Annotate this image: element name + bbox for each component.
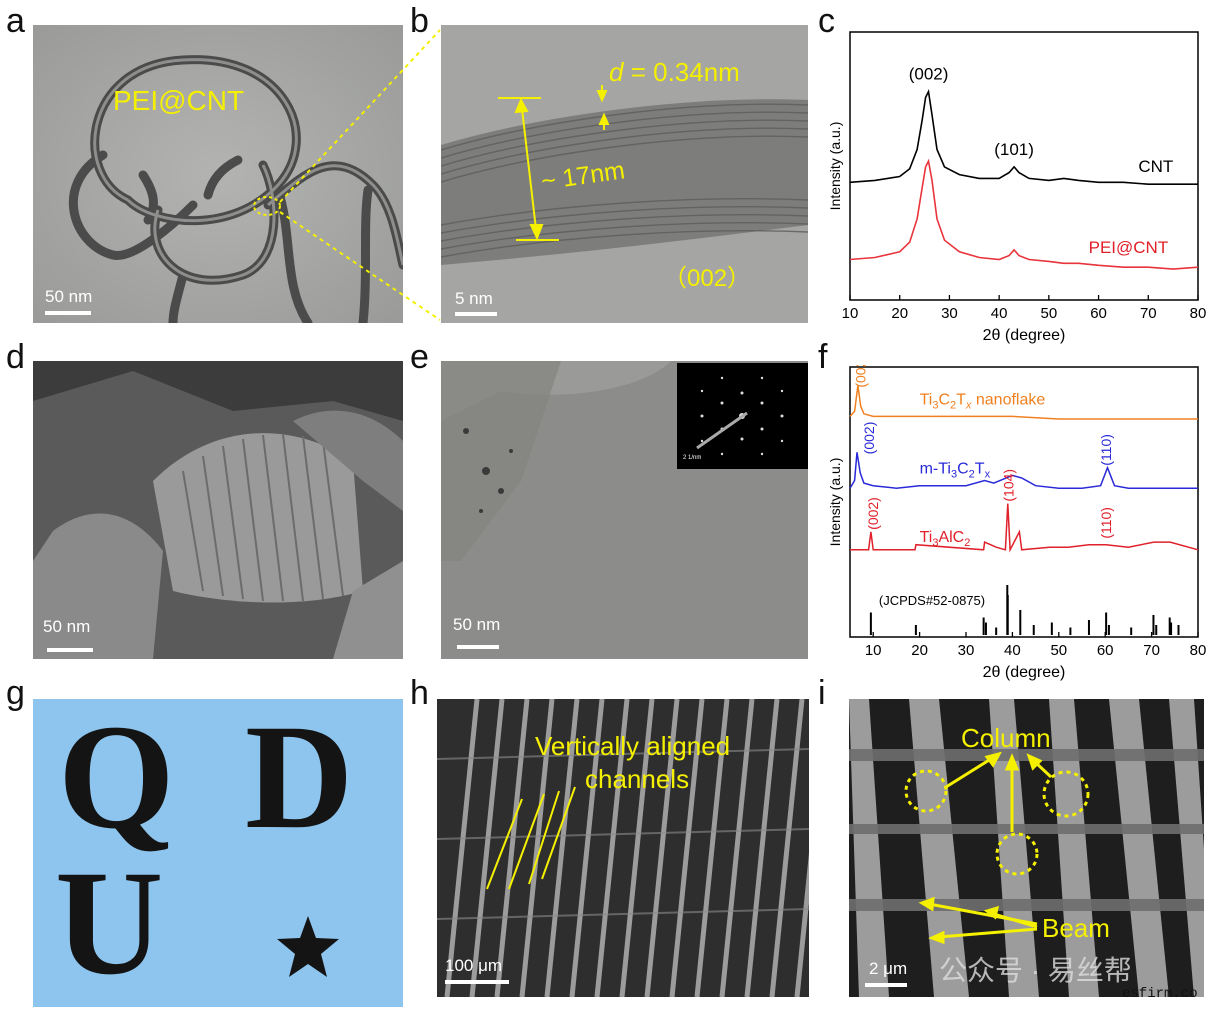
hkl-label-blue-002: (002): [861, 422, 877, 455]
reference-label: (JCPDS#52-0875): [879, 593, 985, 608]
series-line-cnt: [849, 88, 1198, 185]
foam-star-shape: [277, 916, 339, 977]
hkl-label-blue-110: (110): [1098, 434, 1114, 466]
series-line-ti3c2tx-nanoflake: [849, 385, 1198, 420]
scale-label-d: 50 nm: [43, 617, 91, 636]
saed-scale-label: 2 1/nm: [683, 455, 702, 461]
x-tick-label-c: 30: [941, 305, 958, 322]
hkl-label-red-110: (110): [1098, 507, 1114, 539]
channels-label-line1: Vertically aligned: [535, 731, 731, 761]
x-axis-label-c: 2θ (degree): [983, 327, 1066, 344]
panel-a-tem-image: PEI@CNT 50 nm: [33, 25, 403, 323]
x-tick-label-c: 20: [891, 305, 908, 322]
site-footer: esfirm.co: [1122, 986, 1198, 1002]
xrd-chart-c: 10 20 30 40 50 60 70 80 2θ (degree) Intensity (a.…: [827, 31, 1207, 344]
panel-label-i: i: [818, 674, 826, 712]
x-tick-label-f: 80: [1190, 642, 1207, 659]
scale-label-i: 2 μm: [869, 959, 908, 978]
series-line-m-ti3c2tx: [849, 452, 1198, 489]
panel-g-photo: Q D U: [33, 699, 403, 1007]
scale-label-e: 50 nm: [453, 615, 501, 634]
panel-label-a: a: [6, 2, 25, 40]
y-axis-label-f: Intensity (a.u.): [827, 458, 843, 547]
scale-label-h: 100 μm: [445, 956, 503, 975]
saed-inset: 2 1/nm: [677, 363, 808, 469]
series-line-ti3alc2: [850, 503, 1199, 553]
series-label-pei-cnt: PEI@CNT: [1089, 238, 1169, 257]
x-tick-label-f: 30: [958, 642, 975, 659]
x-tick-label-c: 80: [1190, 305, 1207, 322]
panel-b-hrtem-image: d = 0.34nm ~ 17nm （002） 5 nm: [441, 25, 808, 323]
plot-frame-f: [849, 366, 1199, 638]
hrtem-lattice-drawing: [441, 25, 808, 323]
panel-label-c: c: [818, 2, 835, 40]
xrd-chart-f: 10 20 30 40 50 60 70 80 2θ (degree) Intensity (a.…: [827, 365, 1207, 681]
panel-label-e: e: [410, 338, 429, 376]
peak-label-101: (101): [994, 140, 1034, 159]
scale-bar-h: [445, 980, 509, 984]
x-tick-label-c: 10: [842, 305, 859, 322]
x-axis-label-f: 2θ (degree): [983, 664, 1066, 681]
watermark-text: 公众号 · 易丝帮: [939, 955, 1132, 986]
panel-label-f: f: [818, 338, 828, 376]
x-tick-label-f: 10: [865, 642, 882, 659]
plot-frame-c: [849, 31, 1199, 301]
scale-bar-e: [457, 645, 499, 649]
panel-i-sem-image: Column Beam 2 μm 公众号 · 易丝帮: [849, 699, 1204, 997]
plane-002-label: （002）: [663, 265, 752, 292]
foam-letter-d: D: [245, 699, 354, 860]
panel-e-tem-image: 2 1/nm 50 nm: [441, 361, 808, 659]
scale-label-b: 5 nm: [455, 289, 493, 308]
sem-flake-drawing: [33, 361, 403, 659]
panel-label-d: d: [6, 338, 25, 376]
scale-label-a: 50 nm: [45, 287, 93, 306]
sem-column-beam-drawing: [849, 699, 1204, 997]
saed-pattern-drawing: [696, 376, 784, 456]
x-tick-label-f: 20: [911, 642, 928, 659]
series-line-pei-cnt: [849, 158, 1199, 270]
series-label-cnt: CNT: [1138, 157, 1173, 176]
x-tick-label-c: 50: [1041, 305, 1058, 322]
series-label-ti3c2tx-nanoflake: Ti3C2Tx nanoflake: [920, 391, 1046, 411]
series-label-m-ti3c2tx: m-Ti3C2Tx: [920, 461, 991, 481]
pei-cnt-label: PEI@CNT: [113, 85, 245, 116]
y-axis-label-c: Intensity (a.u.): [827, 122, 843, 211]
peak-label-002: (002): [909, 65, 949, 84]
panel-h-sem-image: Vertically aligned channels 100 μm: [437, 699, 809, 997]
foam-letter-q: Q: [58, 699, 175, 860]
hkl-label-orange-002: (002): [852, 365, 868, 388]
sem-channels-drawing: [437, 699, 809, 997]
foam-letter-u: U: [55, 840, 164, 1006]
scale-bar-d: [47, 648, 93, 652]
beam-label: Beam: [1042, 913, 1110, 943]
panel-label-b: b: [410, 2, 429, 40]
panel-d-sem-image: 50 nm: [33, 361, 403, 659]
x-tick-label-f: 70: [1143, 642, 1160, 659]
cnt-tubes-drawing: [33, 25, 403, 323]
column-label: Column: [961, 723, 1051, 753]
hkl-label-red-104: (104): [1000, 469, 1016, 502]
x-tick-label-c: 40: [991, 305, 1008, 322]
x-tick-label-c: 70: [1140, 305, 1157, 322]
scale-bar-a: [45, 311, 91, 315]
x-tick-label-f: 50: [1050, 642, 1067, 659]
series-label-ti3alc2: Ti3AlC2: [920, 529, 971, 549]
panel-label-h: h: [410, 674, 429, 712]
scale-bar-i: [865, 983, 907, 987]
scale-bar-b: [455, 312, 497, 316]
panel-label-g: g: [6, 674, 25, 712]
x-tick-label-f: 60: [1097, 642, 1114, 659]
d-spacing-label: d = 0.34nm: [609, 57, 740, 87]
x-tick-label-c: 60: [1090, 305, 1107, 322]
hkl-label-red-002: (002): [865, 497, 881, 530]
channels-label-line2: channels: [585, 764, 690, 794]
x-tick-label-f: 40: [1004, 642, 1021, 659]
